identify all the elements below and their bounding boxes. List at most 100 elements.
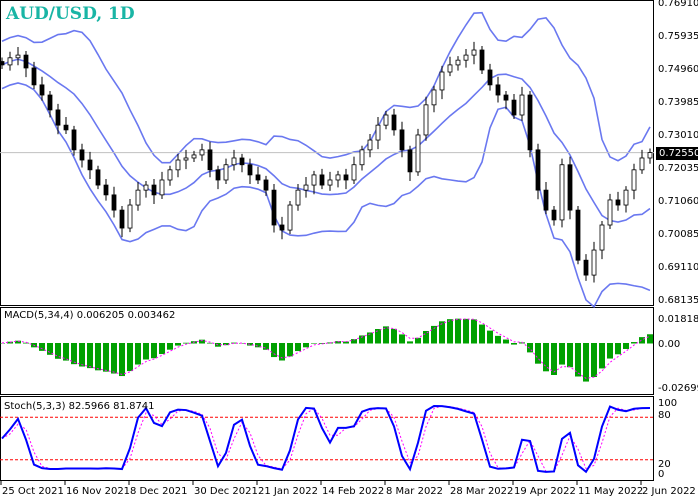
candle-body <box>399 129 405 151</box>
candle-body <box>359 149 365 166</box>
candle-body <box>447 64 453 73</box>
price-tick-label: 0.70085 <box>658 229 698 240</box>
candle-body <box>639 157 645 171</box>
macd-bar <box>95 343 101 371</box>
candle-body <box>239 157 245 166</box>
stoch-tick-label: 80 <box>658 410 671 421</box>
candle-body <box>279 224 285 231</box>
candle-body <box>319 174 325 186</box>
macd-bar <box>519 342 525 344</box>
candle-body <box>351 164 357 181</box>
date-label: 19 Apr 2022 <box>514 486 576 497</box>
candle-body <box>391 114 397 131</box>
date-label: 28 Mar 2022 <box>450 486 514 497</box>
date-label: 14 Feb 2022 <box>322 486 385 497</box>
macd-bar <box>119 343 125 377</box>
candle-body <box>63 124 69 131</box>
macd-bar <box>231 342 237 344</box>
macd-bar <box>471 319 477 344</box>
date-label: 2 Jun 2022 <box>642 486 696 497</box>
candle-body <box>71 129 77 151</box>
macd-bar <box>87 343 93 369</box>
macd-bar <box>479 324 485 344</box>
candle-body <box>295 189 301 206</box>
candle-body <box>327 179 333 186</box>
macd-bar <box>399 334 405 344</box>
candle-body <box>199 149 205 156</box>
macd-bar <box>511 343 517 345</box>
macd-bar <box>463 318 469 344</box>
candle-body <box>271 189 277 226</box>
candle-body <box>95 169 101 186</box>
candle-body <box>111 194 117 211</box>
macd-label: MACD(5,34,4) 0.006205 0.003462 <box>4 310 176 321</box>
macd-bar <box>71 343 77 365</box>
macd-bar <box>239 342 245 344</box>
macd-bar <box>39 343 45 351</box>
stoch-tick-label: 20 <box>658 459 671 470</box>
candle-body <box>151 184 157 196</box>
candle-body <box>247 164 253 176</box>
date-label: 25 Oct 2021 <box>2 486 64 497</box>
macd-tick-label: -0.026994 <box>658 383 698 394</box>
candle-body <box>263 179 269 191</box>
candle-body <box>455 59 461 66</box>
macd-bar <box>47 343 53 355</box>
macd-bar <box>431 325 437 344</box>
macd-bar <box>15 340 21 344</box>
macd-bar <box>567 343 573 368</box>
macd-bar <box>279 343 285 361</box>
bollinger-upper-band <box>1 11 651 164</box>
macd-bar <box>543 343 549 372</box>
macd-bar <box>455 318 461 344</box>
macd-bar <box>255 343 261 348</box>
macd-bar <box>447 319 453 344</box>
macd-bar <box>63 343 69 361</box>
macd-bar <box>383 326 389 344</box>
macd-bar <box>623 343 629 349</box>
candle-body <box>511 99 517 116</box>
candle-body <box>167 169 173 181</box>
macd-bar <box>615 343 621 355</box>
macd-bar <box>359 335 365 344</box>
bollinger-lower-band <box>1 82 651 309</box>
macd-bar <box>487 330 493 344</box>
macd-bar <box>79 343 85 367</box>
candle-body <box>255 174 261 181</box>
candle-body <box>431 89 437 106</box>
candle-body <box>503 94 509 101</box>
candle-body <box>303 184 309 191</box>
macd-bar <box>287 343 293 357</box>
stoch-main-line <box>1 404 651 474</box>
candle-body <box>383 114 389 126</box>
candle-body <box>471 49 477 56</box>
date-label: 11 May 2022 <box>578 486 644 497</box>
macd-bar <box>223 343 229 346</box>
price-tick-label: 0.74960 <box>658 64 698 75</box>
macd-bar <box>599 343 605 369</box>
macd-signal-line <box>1 318 651 379</box>
macd-bar <box>247 343 253 346</box>
price-tick-label: 0.68135 <box>658 295 698 306</box>
macd-bar <box>271 343 277 358</box>
macd-bar <box>23 342 29 344</box>
candle-body <box>575 209 581 261</box>
candle-body <box>631 169 637 191</box>
macd-bar <box>639 337 645 344</box>
macd-bar <box>207 342 213 344</box>
candle-body <box>143 184 149 191</box>
macd-bar <box>151 343 157 359</box>
candle-body <box>599 224 605 251</box>
macd-bar <box>407 341 413 344</box>
candle-body <box>591 249 597 276</box>
macd-bar <box>503 339 509 344</box>
stoch-panel <box>0 396 654 481</box>
date-label: 8 Mar 2022 <box>386 486 444 497</box>
candle-body <box>55 109 61 126</box>
candle-body <box>615 199 621 206</box>
macd-bar <box>591 343 597 378</box>
macd-bar <box>183 342 189 344</box>
macd-bar <box>311 343 317 344</box>
price-tick-label: 0.69110 <box>658 262 698 273</box>
